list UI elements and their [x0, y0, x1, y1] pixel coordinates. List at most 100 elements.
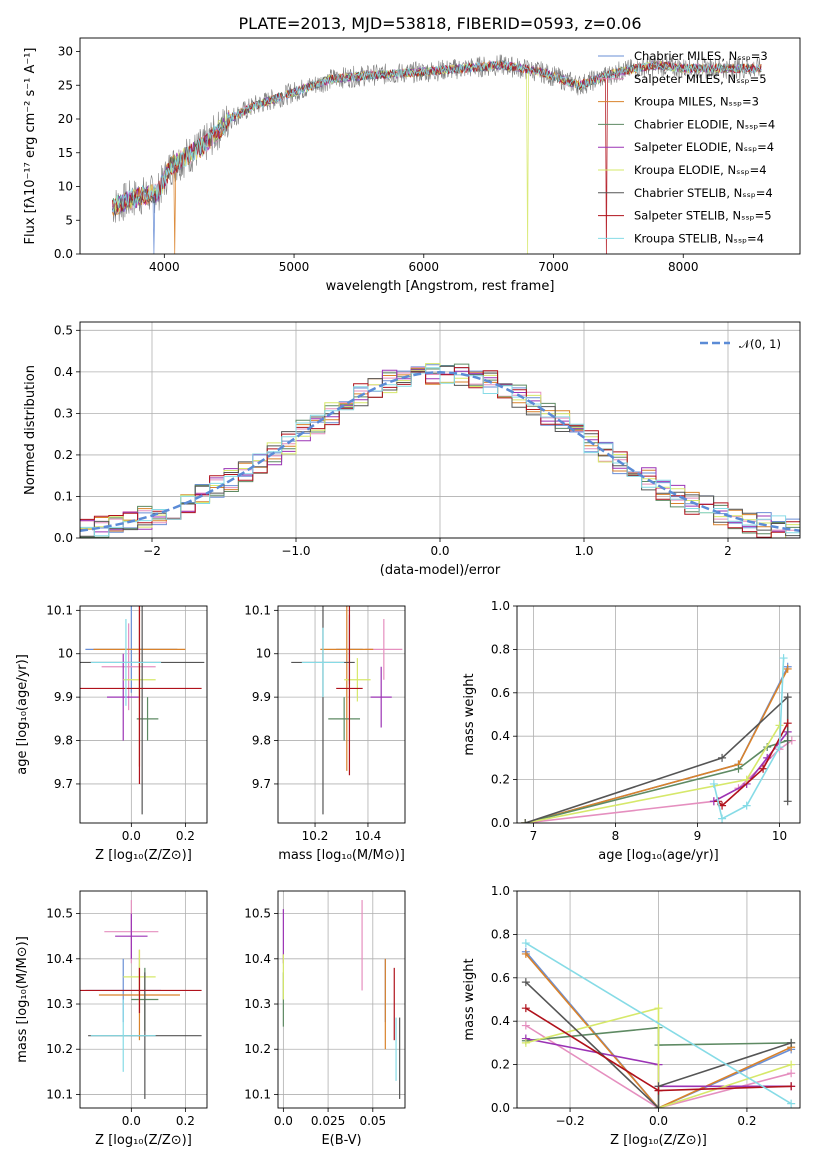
- series-chabrier-stelib: [521, 693, 792, 823]
- errorbar-kroupa-stelib: [90, 619, 162, 706]
- series-kroupa-miles: [112, 60, 762, 254]
- axes-frame: [79, 890, 208, 1109]
- series-line: [524, 668, 789, 823]
- marker: [783, 797, 792, 806]
- chart-age-vs-Z: 0.0 0.2 9.7 9.8 9.9 10 10.1 Z [log₁₀(Z/Z⊙)] age …: [15, 603, 208, 863]
- y-tick-label: 0.8: [491, 642, 510, 656]
- x-axis-label: wavelength [Angstrom, rest frame]: [326, 279, 555, 294]
- legend-entry: Salpeter MILES, Nₛₛₚ=5: [634, 72, 767, 86]
- chart-mass-vs-ebv: 0.0 0.025 0.05 10.1 10.2 10.3 10.4 10.5 E(B-V): [244, 890, 406, 1148]
- series-line: [524, 695, 789, 823]
- y-tick-label: 10.1: [46, 603, 73, 617]
- x-axis-label: Z [log₁₀(Z/Z⊙)]: [610, 1133, 707, 1148]
- series-salpeter-stelib: [713, 719, 792, 810]
- marker: [521, 1004, 530, 1013]
- legend-entry: Chabrier ELODIE, Nₛₛₚ=4: [634, 117, 775, 131]
- errorbar-salpeter-stelib: [80, 967, 202, 1014]
- marker: [783, 693, 792, 702]
- hist-kroupa-elodie: [80, 363, 800, 538]
- marker: [742, 801, 751, 810]
- plot-area: [80, 606, 205, 815]
- marker: [718, 814, 727, 823]
- marker: [787, 1082, 796, 1091]
- marker: [775, 721, 784, 730]
- y-tick-label: 10.2: [244, 1042, 271, 1056]
- chart-title: PLATE=2013, MJD=53818, FIBERID=0593, z=0…: [238, 14, 641, 33]
- y-axis-label: mass weight: [462, 958, 477, 1040]
- y-tick-label: 10.3: [244, 997, 271, 1011]
- errorbar-salpeter-elodie: [115, 913, 148, 959]
- series-line: [717, 722, 789, 807]
- plot-area: [282, 900, 401, 1099]
- axes-frame: [79, 605, 208, 824]
- y-tick-label: 0.2: [54, 448, 73, 462]
- marker: [787, 1069, 796, 1078]
- x-tick-label: 10.4: [355, 829, 382, 843]
- marker: [521, 939, 530, 948]
- y-axis-label: mass weight: [462, 673, 477, 755]
- legend-entry: Salpeter STELIB, Nₛₛₚ=5: [634, 209, 772, 223]
- x-axis-label: E(B-V): [321, 1133, 361, 1148]
- marker: [521, 819, 530, 823]
- marker: [787, 1060, 796, 1069]
- y-tick-label: 0.4: [491, 1014, 510, 1028]
- y-axis-label: Flux [fλ10⁻¹⁷ erg cm⁻² s⁻¹ A⁻¹]: [23, 48, 38, 245]
- marker: [779, 654, 788, 663]
- series-chabrier-miles: [112, 60, 762, 254]
- y-tick-label: 0.2: [491, 773, 510, 787]
- x-tick-label: 9: [694, 829, 702, 843]
- x-tick-label: 0.05: [359, 1114, 386, 1128]
- legend-entry: Kroupa MILES, Nₛₛₚ=3: [634, 95, 759, 109]
- marker: [734, 764, 743, 773]
- y-tick-label: 9.7: [54, 777, 73, 791]
- y-tick-label: 10.3: [46, 997, 73, 1011]
- chart-weight-vs-Z: −0.2 0.0 0.2 0.0 0.2 0.4 0.6 0.8 1.0 Z [log₁₀(Z/Z…: [462, 884, 801, 1148]
- y-tick-label: 10.5: [244, 907, 271, 921]
- y-tick-label: 0.5: [54, 323, 73, 337]
- y-tick-label: 0.0: [54, 531, 73, 545]
- series-line: [525, 1007, 792, 1108]
- chart-mass-vs-Z: 0.0 0.2 10.1 10.2 10.3 10.4 10.5 Z [log₁₀(Z/Z⊙)…: [15, 890, 208, 1148]
- series-kroupa-elodie: [112, 60, 762, 254]
- y-tick-label: 15: [58, 146, 73, 160]
- y-tick-label: 0.3: [54, 406, 73, 420]
- errorbar-salpeter-stelib: [80, 606, 202, 784]
- marker: [775, 743, 784, 752]
- x-tick-label: 7: [530, 829, 538, 843]
- y-tick-label: 0.2: [491, 1058, 510, 1072]
- y-tick-label: 0.0: [491, 1101, 510, 1115]
- x-tick-label: 8000: [668, 260, 699, 274]
- hist-kroupa-stelib: [80, 367, 800, 537]
- errorbar-kroupa-miles: [320, 606, 374, 771]
- errorbar-kroupa-stelib: [90, 999, 156, 1072]
- series-line: [525, 739, 793, 823]
- errorbar-kroupa-elodie: [344, 658, 371, 702]
- marker: [718, 753, 727, 762]
- series-salpeter-stelib: [112, 61, 762, 254]
- x-tick-label: 0.2: [176, 1114, 195, 1128]
- y-tick-label: 10: [256, 647, 271, 661]
- y-tick-label: 9.9: [54, 690, 73, 704]
- x-tick-label: 0.0: [430, 544, 449, 558]
- y-tick-label: 1.0: [491, 599, 510, 613]
- y-tick-label: 0.6: [491, 686, 510, 700]
- marker: [521, 1038, 530, 1047]
- series-kroupa-stelib: [112, 60, 762, 213]
- y-tick-label: 30: [58, 45, 73, 59]
- marker: [521, 949, 530, 958]
- marker: [654, 1086, 663, 1095]
- y-tick-label: 0.4: [491, 729, 510, 743]
- y-tick-label: 10.4: [46, 952, 73, 966]
- marker: [742, 775, 751, 784]
- series-line: [525, 953, 792, 1108]
- marker: [783, 664, 792, 673]
- x-tick-label: 0.2: [176, 829, 195, 843]
- y-axis-label: mass [log₁₀(M/M⊙)]: [15, 936, 30, 1063]
- y-tick-label: 0.8: [491, 927, 510, 941]
- series-kroupa-stelib: [521, 939, 796, 1108]
- series-chabrier-stelib: [521, 978, 796, 1108]
- errorbar-chabrier-elodie: [136, 697, 159, 741]
- y-tick-label: 9.9: [252, 690, 271, 704]
- y-tick-label: 10.1: [244, 1087, 271, 1101]
- x-tick-label: 10: [772, 829, 787, 843]
